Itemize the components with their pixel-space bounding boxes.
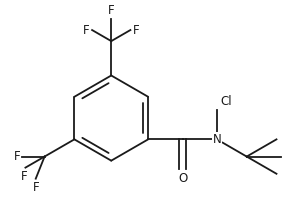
Text: F: F [108, 3, 115, 17]
Text: Cl: Cl [220, 95, 232, 108]
Text: F: F [83, 24, 90, 37]
Text: F: F [20, 170, 27, 183]
Text: N: N [213, 133, 221, 146]
Text: F: F [133, 24, 139, 37]
Text: F: F [33, 181, 39, 194]
Text: O: O [178, 172, 187, 185]
Text: F: F [13, 150, 20, 163]
